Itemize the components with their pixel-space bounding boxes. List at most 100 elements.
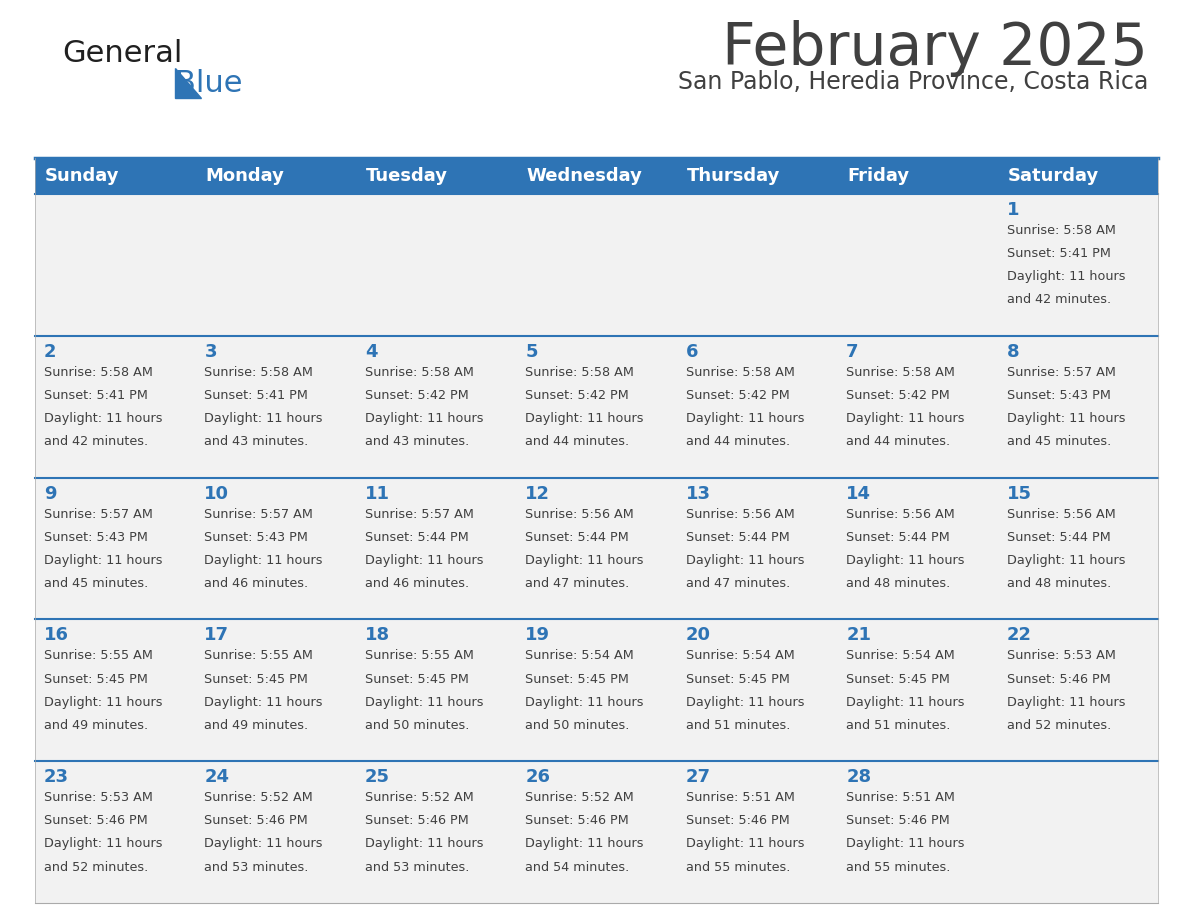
Text: Daylight: 11 hours: Daylight: 11 hours: [685, 837, 804, 850]
Text: 4: 4: [365, 342, 378, 361]
Text: Daylight: 11 hours: Daylight: 11 hours: [365, 554, 484, 566]
Text: Sunrise: 5:55 AM: Sunrise: 5:55 AM: [204, 649, 314, 663]
Text: Sunset: 5:41 PM: Sunset: 5:41 PM: [44, 389, 147, 402]
Text: and 46 minutes.: and 46 minutes.: [365, 577, 469, 590]
Text: 11: 11: [365, 485, 390, 502]
Text: 21: 21: [846, 626, 871, 644]
Text: and 44 minutes.: and 44 minutes.: [846, 435, 950, 448]
Text: 18: 18: [365, 626, 390, 644]
Text: Daylight: 11 hours: Daylight: 11 hours: [525, 837, 644, 850]
Text: and 55 minutes.: and 55 minutes.: [685, 860, 790, 874]
Text: Sunset: 5:42 PM: Sunset: 5:42 PM: [525, 389, 628, 402]
Text: and 53 minutes.: and 53 minutes.: [365, 860, 469, 874]
Text: Sunset: 5:46 PM: Sunset: 5:46 PM: [685, 814, 790, 827]
Text: Sunrise: 5:57 AM: Sunrise: 5:57 AM: [44, 508, 153, 521]
Text: Daylight: 11 hours: Daylight: 11 hours: [525, 554, 644, 566]
Text: Daylight: 11 hours: Daylight: 11 hours: [204, 412, 323, 425]
Text: and 50 minutes.: and 50 minutes.: [525, 719, 630, 732]
Text: Sunset: 5:45 PM: Sunset: 5:45 PM: [204, 673, 309, 686]
Text: 24: 24: [204, 768, 229, 786]
Text: Daylight: 11 hours: Daylight: 11 hours: [846, 696, 965, 709]
Text: and 42 minutes.: and 42 minutes.: [44, 435, 148, 448]
Text: 16: 16: [44, 626, 69, 644]
Text: 1: 1: [1006, 201, 1019, 219]
Text: and 55 minutes.: and 55 minutes.: [846, 860, 950, 874]
Text: Sunset: 5:41 PM: Sunset: 5:41 PM: [1006, 247, 1111, 260]
Text: Sunrise: 5:58 AM: Sunrise: 5:58 AM: [365, 365, 474, 379]
Text: Sunrise: 5:57 AM: Sunrise: 5:57 AM: [365, 508, 474, 521]
Text: Sunrise: 5:54 AM: Sunrise: 5:54 AM: [685, 649, 795, 663]
Text: Sunset: 5:43 PM: Sunset: 5:43 PM: [1006, 389, 1111, 402]
Text: 12: 12: [525, 485, 550, 502]
Text: Sunset: 5:45 PM: Sunset: 5:45 PM: [846, 673, 950, 686]
Text: 10: 10: [204, 485, 229, 502]
Text: Daylight: 11 hours: Daylight: 11 hours: [44, 412, 163, 425]
Text: Thursday: Thursday: [687, 167, 781, 185]
Text: Sunrise: 5:57 AM: Sunrise: 5:57 AM: [204, 508, 314, 521]
Text: and 48 minutes.: and 48 minutes.: [1006, 577, 1111, 590]
Text: Sunrise: 5:52 AM: Sunrise: 5:52 AM: [204, 791, 314, 804]
Text: Sunrise: 5:56 AM: Sunrise: 5:56 AM: [525, 508, 634, 521]
Text: Sunrise: 5:58 AM: Sunrise: 5:58 AM: [685, 365, 795, 379]
Text: 3: 3: [204, 342, 217, 361]
Text: and 45 minutes.: and 45 minutes.: [44, 577, 148, 590]
Text: and 51 minutes.: and 51 minutes.: [846, 719, 950, 732]
Text: 14: 14: [846, 485, 871, 502]
Text: Blue: Blue: [175, 69, 242, 98]
Text: Daylight: 11 hours: Daylight: 11 hours: [365, 696, 484, 709]
Text: Sunrise: 5:58 AM: Sunrise: 5:58 AM: [525, 365, 634, 379]
Text: Saturday: Saturday: [1007, 167, 1099, 185]
Text: Sunset: 5:42 PM: Sunset: 5:42 PM: [846, 389, 950, 402]
Text: 8: 8: [1006, 342, 1019, 361]
Text: 20: 20: [685, 626, 710, 644]
Text: Daylight: 11 hours: Daylight: 11 hours: [525, 412, 644, 425]
Text: and 49 minutes.: and 49 minutes.: [44, 719, 148, 732]
Text: Daylight: 11 hours: Daylight: 11 hours: [44, 696, 163, 709]
Text: Sunrise: 5:55 AM: Sunrise: 5:55 AM: [44, 649, 153, 663]
Text: Sunrise: 5:52 AM: Sunrise: 5:52 AM: [365, 791, 474, 804]
Bar: [34, 336, 1158, 477]
Text: Sunrise: 5:53 AM: Sunrise: 5:53 AM: [1006, 649, 1116, 663]
Text: Monday: Monday: [206, 167, 284, 185]
Text: Daylight: 11 hours: Daylight: 11 hours: [1006, 412, 1125, 425]
Text: 15: 15: [1006, 485, 1031, 502]
Text: 13: 13: [685, 485, 710, 502]
Bar: [34, 620, 1158, 761]
Text: 9: 9: [44, 485, 57, 502]
Text: Sunrise: 5:58 AM: Sunrise: 5:58 AM: [44, 365, 153, 379]
Text: Sunset: 5:44 PM: Sunset: 5:44 PM: [525, 531, 628, 543]
Text: Sunset: 5:44 PM: Sunset: 5:44 PM: [365, 531, 468, 543]
Text: Sunset: 5:45 PM: Sunset: 5:45 PM: [365, 673, 469, 686]
Text: 28: 28: [846, 768, 871, 786]
Text: Sunset: 5:44 PM: Sunset: 5:44 PM: [1006, 531, 1111, 543]
Text: Sunset: 5:46 PM: Sunset: 5:46 PM: [44, 814, 147, 827]
Text: and 52 minutes.: and 52 minutes.: [44, 860, 148, 874]
Text: 5: 5: [525, 342, 538, 361]
Text: Sunset: 5:46 PM: Sunset: 5:46 PM: [365, 814, 468, 827]
Text: Daylight: 11 hours: Daylight: 11 hours: [1006, 554, 1125, 566]
Text: Daylight: 11 hours: Daylight: 11 hours: [44, 837, 163, 850]
Bar: [34, 194, 1158, 336]
Text: and 46 minutes.: and 46 minutes.: [204, 577, 309, 590]
Text: Daylight: 11 hours: Daylight: 11 hours: [846, 554, 965, 566]
Bar: [34, 761, 1158, 903]
Text: and 44 minutes.: and 44 minutes.: [525, 435, 630, 448]
Text: and 52 minutes.: and 52 minutes.: [1006, 719, 1111, 732]
Text: 23: 23: [44, 768, 69, 786]
Text: Sunset: 5:45 PM: Sunset: 5:45 PM: [685, 673, 790, 686]
Text: and 45 minutes.: and 45 minutes.: [1006, 435, 1111, 448]
Text: Sunrise: 5:52 AM: Sunrise: 5:52 AM: [525, 791, 634, 804]
Text: 26: 26: [525, 768, 550, 786]
Bar: [34, 158, 1158, 194]
Text: Sunset: 5:46 PM: Sunset: 5:46 PM: [1006, 673, 1111, 686]
Text: Sunrise: 5:56 AM: Sunrise: 5:56 AM: [1006, 508, 1116, 521]
Text: and 51 minutes.: and 51 minutes.: [685, 719, 790, 732]
Text: 7: 7: [846, 342, 859, 361]
Text: Sunrise: 5:54 AM: Sunrise: 5:54 AM: [525, 649, 634, 663]
Text: Sunrise: 5:58 AM: Sunrise: 5:58 AM: [204, 365, 314, 379]
Text: Daylight: 11 hours: Daylight: 11 hours: [846, 412, 965, 425]
Text: Daylight: 11 hours: Daylight: 11 hours: [1006, 696, 1125, 709]
Text: 27: 27: [685, 768, 710, 786]
Text: Sunrise: 5:51 AM: Sunrise: 5:51 AM: [846, 791, 955, 804]
Text: Daylight: 11 hours: Daylight: 11 hours: [685, 696, 804, 709]
